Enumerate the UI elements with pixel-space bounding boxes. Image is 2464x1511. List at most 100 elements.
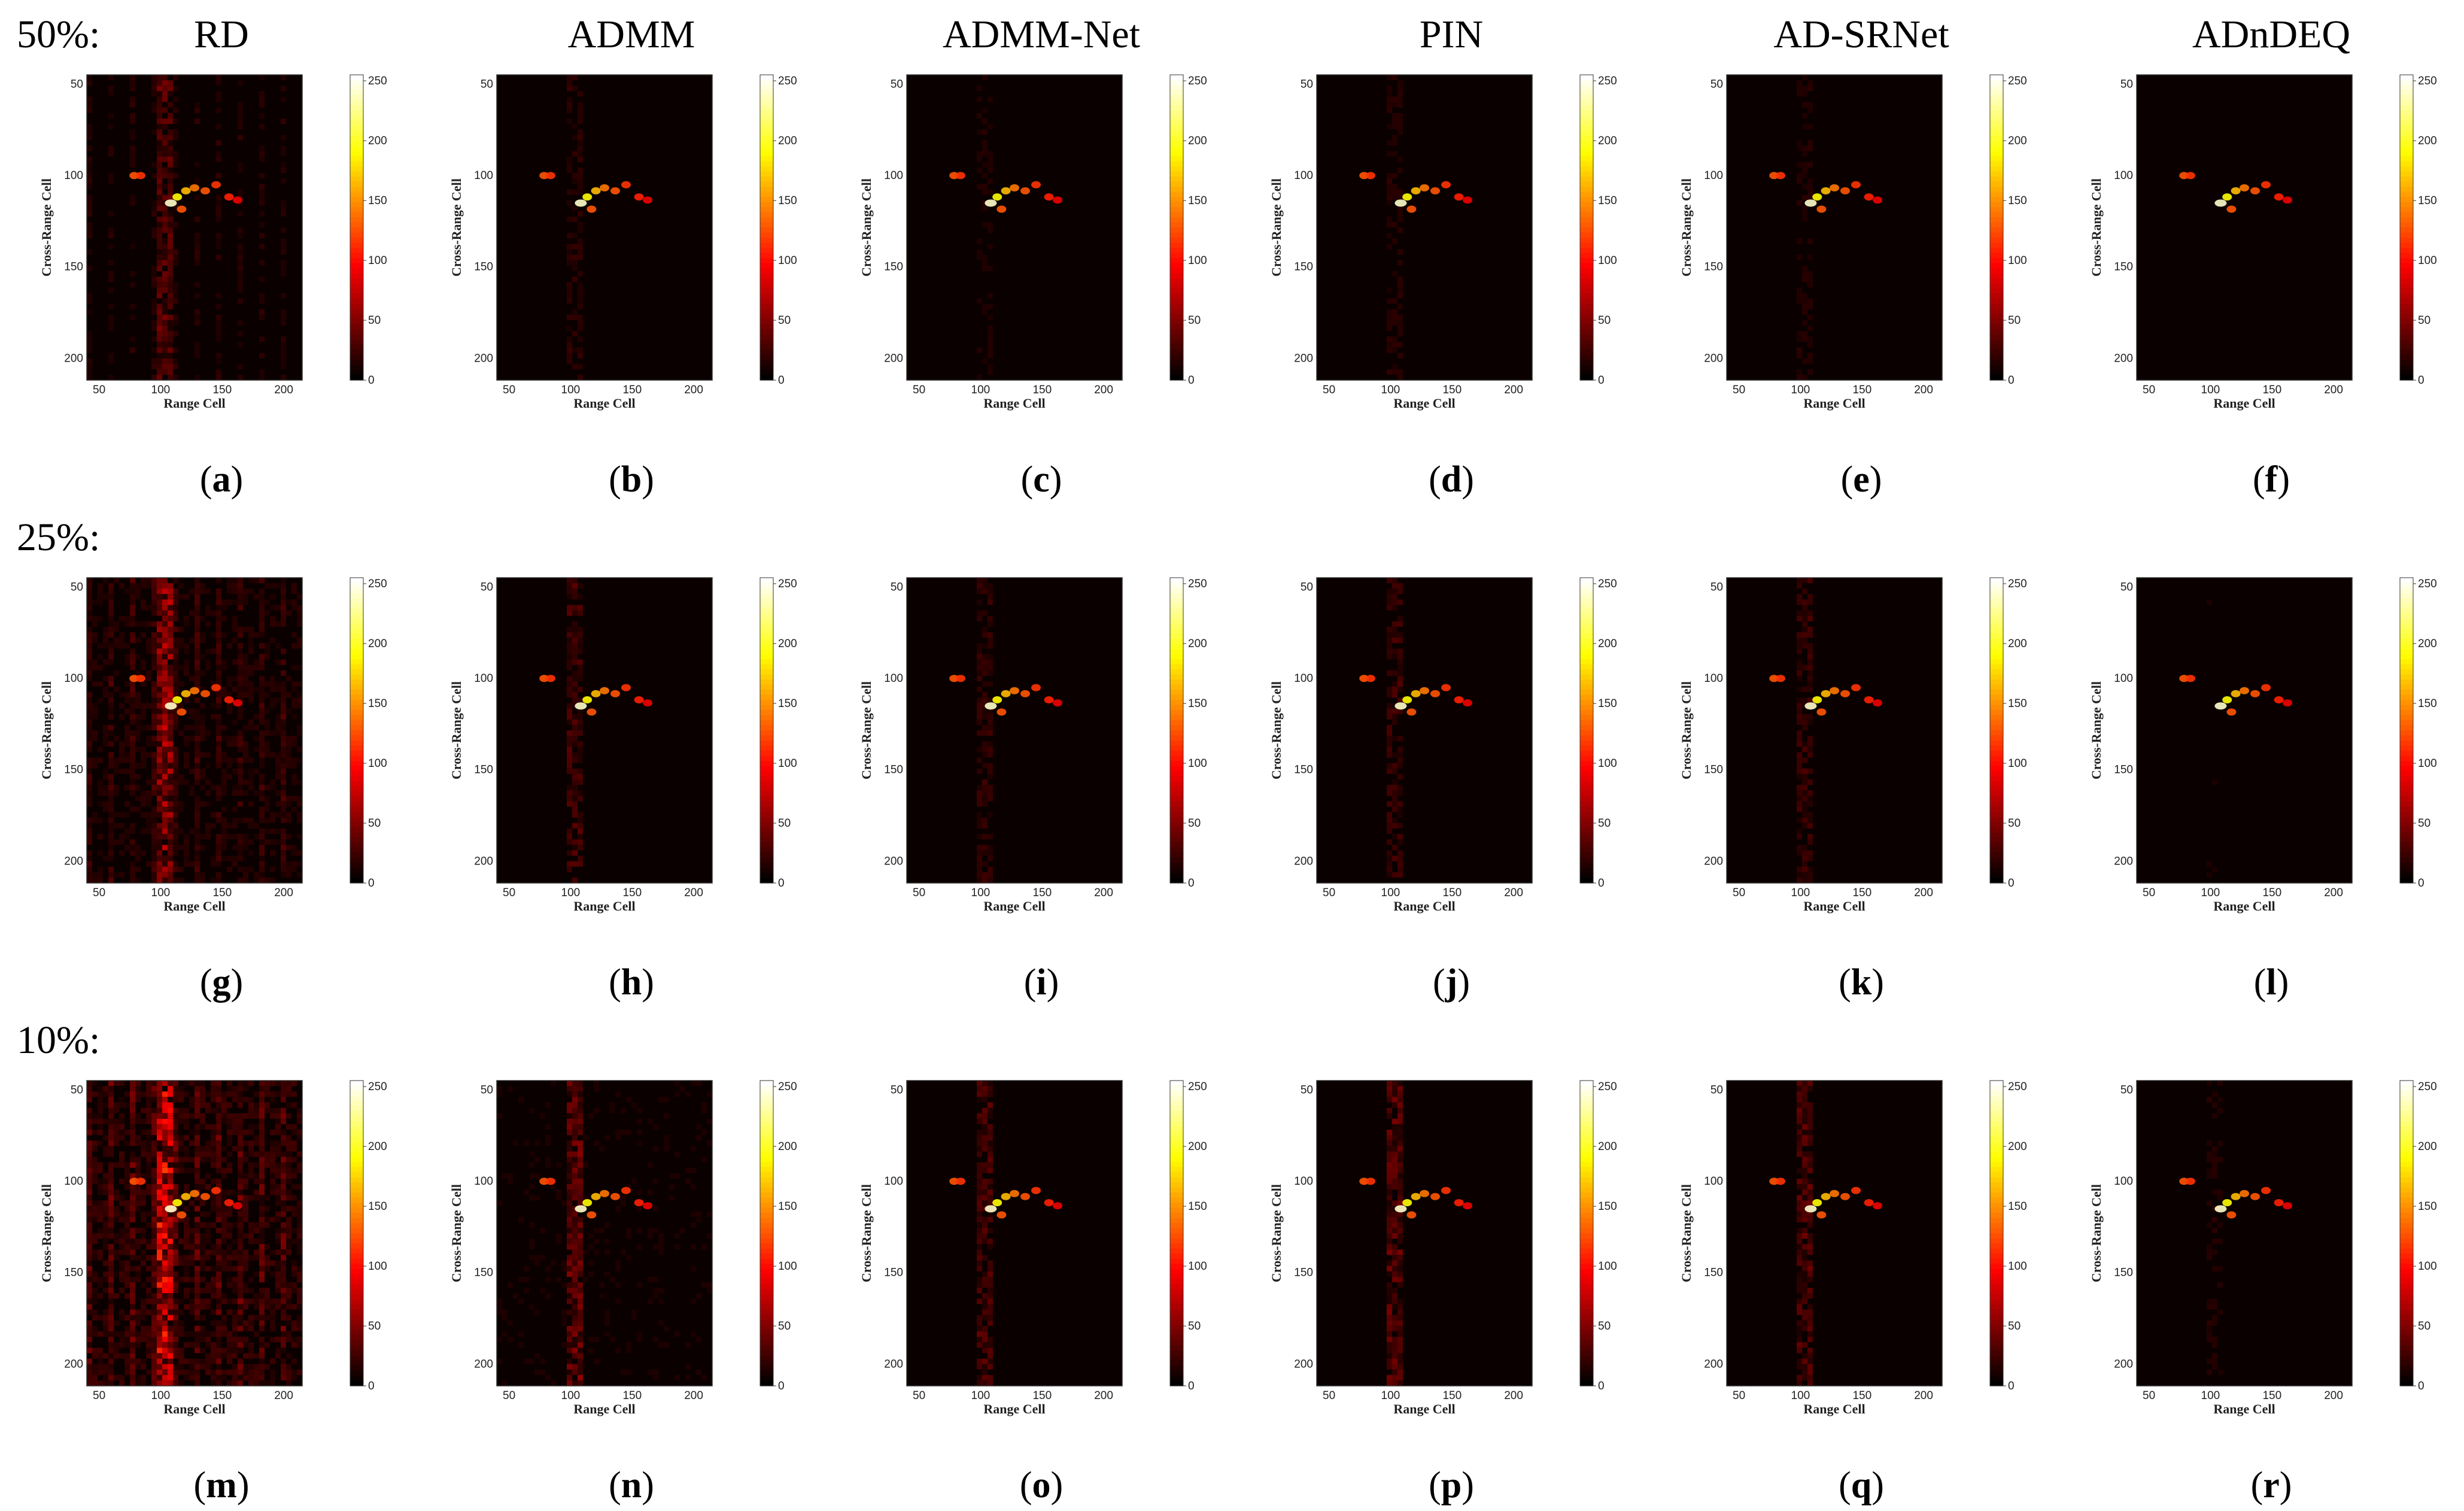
target-point bbox=[172, 696, 183, 703]
target-point bbox=[1031, 684, 1041, 691]
target-point bbox=[1001, 187, 1011, 195]
heatmap-svg: 50 100 150 200 50 100 150 200 Range Cell Cross-Ra… bbox=[449, 577, 797, 914]
method-title: PIN bbox=[1419, 13, 1484, 56]
heatmap-svg: 50 100 150 200 50 100 150 200 Range Cell Cross-Ra… bbox=[449, 74, 797, 411]
y-tick-label: 200 bbox=[474, 1358, 493, 1370]
x-tick-label: 150 bbox=[622, 384, 642, 396]
target-point bbox=[1463, 1202, 1472, 1210]
x-axis-label: Range Cell bbox=[2213, 1401, 2275, 1416]
y-tick-label: 200 bbox=[474, 855, 493, 867]
heatmap-cells bbox=[2207, 599, 2217, 878]
colorbar: 250 200 150 100 50 0 bbox=[2399, 577, 2437, 890]
heatmap-svg: 50 100 150 200 50 100 150 200 Range Cell Cross-Ra… bbox=[449, 1080, 797, 1416]
colorbar-tick-label: 200 bbox=[1188, 1140, 1207, 1153]
heatmap-panel: 50 100 150 200 50 100 150 200 Range Cell Cross-Ra… bbox=[1257, 63, 1640, 434]
y-axis-label: Cross-Range Cell bbox=[2089, 178, 2104, 277]
y-tick-label: 50 bbox=[1710, 581, 1723, 593]
y-tick-label: 150 bbox=[2114, 1267, 2133, 1279]
target-point bbox=[1406, 1211, 1417, 1219]
colorbar: 250 200 150 100 50 0 bbox=[1989, 1080, 2027, 1392]
y-tick-label: 200 bbox=[1704, 352, 1723, 365]
target-point bbox=[2226, 708, 2237, 716]
colorbar-tick-label: 100 bbox=[1598, 1260, 1617, 1273]
target-point bbox=[233, 699, 242, 707]
colorbar-tick-label: 50 bbox=[2008, 1320, 2021, 1333]
x-tick-label: 50 bbox=[913, 384, 925, 396]
target-point bbox=[2186, 675, 2195, 682]
heatmap-cells bbox=[1387, 1081, 1403, 1386]
heatmap-panel: 50 100 150 200 50 100 150 200 Range Cell Cross-Ra… bbox=[27, 63, 410, 434]
heatmap-panel: 50 100 150 200 50 100 150 200 Range Cell Cross-Ra… bbox=[2077, 63, 2460, 434]
target-point bbox=[1441, 684, 1451, 691]
target-scatter bbox=[2179, 1178, 2292, 1219]
target-point bbox=[1031, 181, 1041, 189]
target-point bbox=[1044, 1199, 1054, 1206]
colorbar-tick-label: 50 bbox=[2418, 817, 2430, 830]
colorbar-tick-label: 250 bbox=[368, 75, 387, 87]
target-point bbox=[224, 1199, 234, 1206]
panel-caption: (o) bbox=[1019, 1465, 1064, 1506]
target-point bbox=[181, 187, 191, 195]
target-point bbox=[190, 687, 199, 694]
heatmap-cells bbox=[977, 1081, 993, 1386]
target-scatter bbox=[949, 172, 1062, 213]
panel-letter: q bbox=[1851, 1465, 1872, 1506]
x-axis-label: Range Cell bbox=[1803, 899, 1865, 914]
y-axis-label: Cross-Range Cell bbox=[1269, 178, 1284, 277]
x-tick-label: 100 bbox=[561, 887, 581, 899]
x-axis-label: Range Cell bbox=[573, 899, 635, 914]
colorbar-tick-label: 50 bbox=[1598, 314, 1611, 327]
colorbar-tick-label: 100 bbox=[2418, 757, 2437, 770]
target-point bbox=[2261, 684, 2271, 691]
y-tick-label: 100 bbox=[1294, 169, 1313, 182]
colorbar-tick-label: 250 bbox=[2418, 1081, 2437, 1093]
colorbar: 250 200 150 100 50 0 bbox=[1169, 74, 1207, 387]
heatmap-background bbox=[2137, 1081, 2352, 1386]
x-tick-label: 100 bbox=[151, 384, 171, 396]
colorbar-tick-label: 0 bbox=[2418, 1380, 2424, 1392]
heatmap-svg: 50 100 150 200 50 100 150 200 Range Cell Cross-Ra… bbox=[1679, 577, 2027, 914]
heatmap-panel: 50 100 150 200 50 100 150 200 Range Cell Cross-Ra… bbox=[1667, 1069, 2050, 1440]
target-point bbox=[2214, 1205, 2227, 1213]
panel-caption: (n) bbox=[609, 1465, 654, 1506]
y-tick-label: 150 bbox=[64, 1267, 83, 1279]
plot-frame bbox=[496, 577, 713, 884]
y-tick-label: 100 bbox=[64, 169, 83, 182]
colorbar-tick-label: 150 bbox=[1188, 697, 1207, 710]
y-tick-label: 100 bbox=[884, 169, 903, 182]
target-point bbox=[1366, 675, 1375, 682]
y-axis-label: Cross-Range Cell bbox=[859, 681, 874, 779]
target-point bbox=[546, 172, 555, 180]
target-point bbox=[1394, 702, 1407, 710]
x-axis-label: Range Cell bbox=[573, 396, 635, 411]
target-point bbox=[621, 181, 631, 189]
colorbar-tick-label: 100 bbox=[2008, 254, 2027, 267]
x-tick-label: 50 bbox=[1733, 1389, 1745, 1402]
x-tick-label: 100 bbox=[1791, 384, 1810, 396]
x-tick-label: 50 bbox=[2143, 384, 2155, 396]
target-point bbox=[2222, 1199, 2232, 1206]
target-point bbox=[211, 181, 221, 189]
x-tick-label: 150 bbox=[2262, 887, 2281, 899]
plot-frame bbox=[86, 74, 303, 381]
y-tick-label: 200 bbox=[1704, 1358, 1723, 1370]
target-point bbox=[165, 199, 177, 207]
x-tick-label: 200 bbox=[1094, 384, 1113, 396]
heatmap-panel: 50 100 150 200 50 100 150 200 Range Cell Cross-Ra… bbox=[1667, 566, 2050, 937]
x-tick-label: 50 bbox=[1323, 887, 1335, 899]
heatmap-cells bbox=[87, 578, 302, 883]
colorbar-tick-label: 150 bbox=[2418, 697, 2437, 710]
colorbar-tick-label: 100 bbox=[778, 254, 797, 267]
colorbar-tick-label: 200 bbox=[2008, 638, 2027, 650]
target-scatter bbox=[129, 172, 242, 213]
colorbar-tick-label: 50 bbox=[1598, 1320, 1611, 1333]
heatmap-background bbox=[1317, 75, 1532, 380]
colorbar: 250 200 150 100 50 0 bbox=[350, 1080, 387, 1392]
target-point bbox=[1010, 184, 1019, 192]
target-point bbox=[2186, 172, 2195, 180]
colorbar-tick-label: 50 bbox=[1188, 314, 1201, 327]
target-point bbox=[1366, 172, 1375, 180]
y-tick-label: 150 bbox=[64, 261, 83, 274]
method-title: ADnDEQ bbox=[2192, 13, 2350, 56]
x-tick-label: 200 bbox=[684, 887, 703, 899]
